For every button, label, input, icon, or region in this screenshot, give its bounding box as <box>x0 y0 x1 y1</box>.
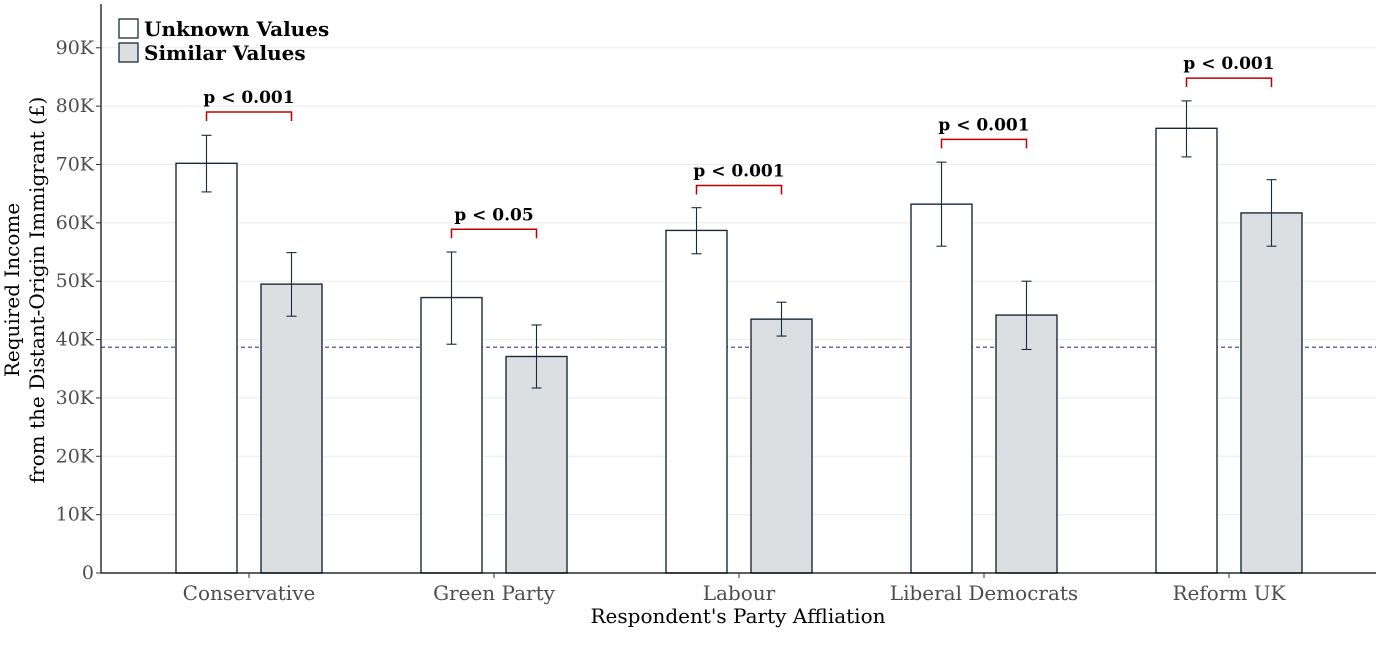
p-value-label: p < 0.001 <box>203 88 294 108</box>
y-tick-label: 60K <box>56 212 95 234</box>
legend-label-unknown: Unknown Values <box>144 17 329 41</box>
x-tick-label: Liberal Democrats <box>890 581 1078 605</box>
bar-similar-values <box>995 314 1058 574</box>
x-tick-label: Reform UK <box>1172 581 1286 605</box>
y-tick-label: 40K <box>56 329 95 351</box>
bar-unknown-values <box>1155 127 1218 574</box>
significance-bracket <box>450 228 538 239</box>
annotations-layer: p < 0.001 p < 0.05 p < 0.001 p < 0.001 p < 0… <box>203 54 1275 239</box>
legend-swatch-similar <box>118 42 139 63</box>
bar-similar-values <box>505 355 568 574</box>
y-axis-title-line-1: Required Income <box>0 203 24 377</box>
bar-similar-values <box>1240 212 1303 574</box>
y-tick-label: 70K <box>56 153 95 175</box>
significance-bracket <box>205 111 293 121</box>
bar-unknown-values <box>175 162 238 574</box>
y-tick-label: 30K <box>56 387 95 409</box>
legend-swatch-unknown <box>118 18 139 39</box>
legend: Unknown Values Similar Values <box>118 17 329 65</box>
significance-bracket <box>695 184 783 195</box>
error-bars-layer <box>201 100 1277 389</box>
p-value-label: p < 0.001 <box>938 115 1029 135</box>
ticks-layer: 0 10K 20K 30K 40K 50K 60K 70K 80K 90K Conservative… <box>56 37 1287 605</box>
x-axis-title: Respondent's Party Affliation <box>590 604 885 628</box>
bar-unknown-values <box>910 203 973 574</box>
bar-similar-values <box>750 318 813 574</box>
bars-layer <box>175 127 1303 574</box>
y-axis-title-line-2: from the Distant-Origin Immigrant (£) <box>25 97 49 484</box>
bar-unknown-values <box>665 229 728 574</box>
legend-label-similar: Similar Values <box>144 41 306 65</box>
significance-bracket <box>1185 77 1273 88</box>
y-tick-label: 20K <box>56 445 95 467</box>
y-tick-label: 10K <box>56 504 95 526</box>
y-tick-label: 50K <box>56 270 95 292</box>
significance-bracket <box>940 138 1028 149</box>
y-tick-label: 0 <box>82 562 94 584</box>
x-tick-label: Conservative <box>183 581 316 605</box>
bar-similar-values <box>260 283 323 574</box>
y-tick-label: 80K <box>56 95 95 117</box>
p-value-label: p < 0.001 <box>693 161 784 181</box>
p-value-label: p < 0.001 <box>1183 54 1274 74</box>
x-tick-label: Labour <box>703 581 776 605</box>
x-tick-label: Green Party <box>433 581 556 605</box>
y-tick-label: 90K <box>56 37 95 59</box>
p-value-label: p < 0.05 <box>454 205 533 225</box>
